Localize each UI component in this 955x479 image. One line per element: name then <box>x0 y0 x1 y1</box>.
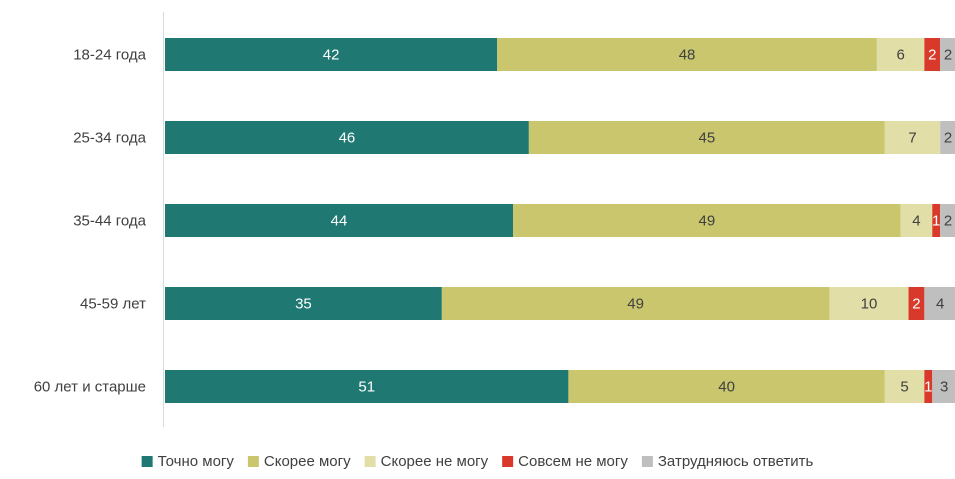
category-label: 25-34 года <box>73 130 146 147</box>
data-label: 10 <box>861 296 878 313</box>
data-label: 7 <box>908 130 916 147</box>
data-label: 49 <box>698 213 715 230</box>
data-label: 2 <box>928 47 936 64</box>
data-label: 48 <box>679 47 696 64</box>
data-label: 1 <box>924 379 932 396</box>
data-label: 2 <box>912 296 920 313</box>
data-label: 3 <box>940 379 948 396</box>
category-label: 45-59 лет <box>80 296 146 313</box>
legend-label: Точно могу <box>158 453 235 470</box>
data-label: 1 <box>932 213 940 230</box>
data-label: 51 <box>358 379 375 396</box>
legend: Точно могу Скорее могу Скорее не могу Совсе… <box>142 453 814 470</box>
legend-swatch <box>142 456 153 467</box>
category-label: 18-24 года <box>73 47 146 64</box>
data-label: 5 <box>900 379 908 396</box>
legend-swatch <box>642 456 653 467</box>
data-label: 45 <box>698 130 715 147</box>
category-label: 60 лет и старше <box>34 379 146 396</box>
data-label: 49 <box>627 296 644 313</box>
data-label: 2 <box>944 130 952 147</box>
category-labels: 18-24 года 25-34 года 35-44 года 45-59 лет 6… <box>34 47 147 396</box>
data-label: 35 <box>295 296 312 313</box>
bar-segments <box>165 38 955 403</box>
data-label: 46 <box>339 130 356 147</box>
data-label: 4 <box>936 296 944 313</box>
data-label: 2 <box>944 213 952 230</box>
category-label: 35-44 года <box>73 213 146 230</box>
legend-label: Совсем не могу <box>518 453 628 470</box>
data-label: 6 <box>896 47 904 64</box>
legend-label: Затрудняюсь ответить <box>658 453 814 470</box>
legend-label: Скорее не могу <box>381 453 489 470</box>
legend-label: Скорее могу <box>264 453 351 470</box>
data-label: 44 <box>331 213 348 230</box>
legend-swatch <box>248 456 259 467</box>
legend-swatch <box>365 456 376 467</box>
data-label: 42 <box>323 47 340 64</box>
legend-swatch <box>502 456 513 467</box>
data-label: 4 <box>912 213 920 230</box>
data-label: 40 <box>718 379 735 396</box>
data-label: 2 <box>944 47 952 64</box>
